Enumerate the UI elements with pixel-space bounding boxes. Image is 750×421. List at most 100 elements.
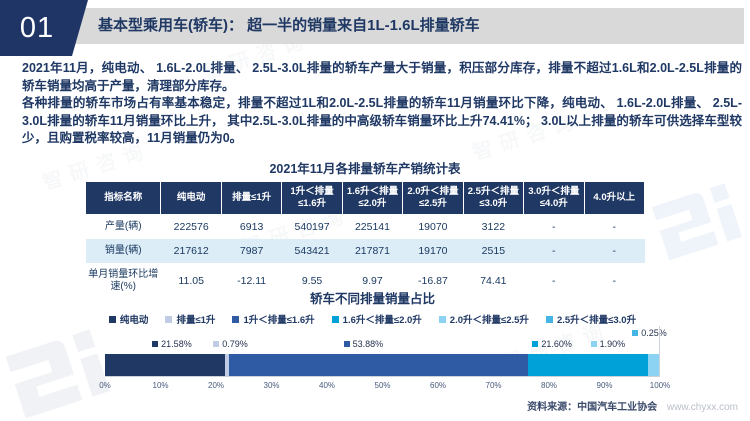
bar-segment-2.0l-2.5l [648, 354, 659, 376]
table-cell: 19070 [418, 220, 448, 233]
displacement-share-chart: 轿车不同排量销量占比 纯电动 排量≤1升 1升＜排量≤1.6升 1.6升＜排量≤… [85, 288, 670, 390]
x-axis-tick: 20% [207, 381, 225, 390]
table-cell: - [552, 220, 556, 233]
legend-item: 排量≤1升 [165, 312, 215, 326]
table-cell: - [612, 274, 617, 287]
table-header-cell: 指标名称 [84, 181, 162, 215]
x-axis-tick: 100% [649, 381, 671, 390]
table-cell: 11.05 [178, 274, 204, 287]
bar-label: 21.60% [532, 339, 572, 349]
table-header-cell: 2.0升＜排量≤2.5升 [402, 181, 464, 215]
table-cell: 74.41 [480, 274, 507, 287]
source-link[interactable]: www.chyxx.com [666, 402, 738, 413]
table-cell: 2515 [463, 238, 524, 263]
row-label: 销量(辆) [85, 238, 161, 263]
x-axis-tick: 70% [485, 381, 502, 390]
legend-swatch-icon [331, 315, 339, 323]
section-number-badge: 01 [0, 0, 88, 56]
table-cell: - [584, 238, 645, 263]
table-cell: 225141 [354, 220, 390, 233]
x-axis-tick: 30% [263, 381, 280, 390]
table-cell: -12.11 [237, 274, 267, 287]
source-line: 资料来源：中国汽车工业协会 www.chyxx.com [527, 398, 738, 413]
legend-swatch-icon [165, 315, 173, 323]
x-axis: 0% 10% 20% 30% 40% 50% 60% 70% 80% 90% 1… [99, 377, 670, 390]
table-row-sales: 销量(辆) 217612 7987 543421 217871 19170 25… [85, 238, 645, 263]
bar-label: 21.58% [152, 339, 192, 349]
source-text: 资料来源：中国汽车工业协会 [527, 402, 658, 413]
chart-legend: 纯电动 排量≤1升 1升＜排量≤1.6升 1.6升＜排量≤2.0升 2.0升＜排… [85, 312, 660, 326]
table-cell: -16.87 [418, 274, 448, 287]
table-header-cell: 纯电动 [160, 181, 222, 215]
stacked-bar [105, 354, 660, 376]
bar-label: 0.79% [213, 339, 248, 349]
x-axis-tick: 40% [318, 381, 336, 390]
table-header-cell: 4.0升以上 [583, 181, 646, 215]
body-paragraph-1: 2021年11月，纯电动、 1.6L-2.0L排量、 2.5L-3.0L排量的轿… [22, 61, 742, 93]
table-cell: - [612, 220, 617, 233]
table-cell: - [523, 238, 585, 263]
section-number: 01 [19, 11, 55, 44]
marker-icon [213, 341, 220, 347]
x-axis-tick: 90% [596, 381, 613, 390]
row-label: 单月销量环比增速(%) [88, 268, 159, 292]
legend-item: 2.0升＜排量≤2.5升 [438, 312, 529, 326]
legend-swatch-icon [232, 315, 240, 323]
brand-logo-watermark-icon [642, 169, 750, 278]
table-cell: 217612 [160, 238, 222, 263]
table-header-cell: 排量≤1升 [220, 181, 283, 215]
legend-item: 2.5升＜排量≤3.0升 [545, 312, 636, 326]
page-title-banner: 基本型乘用车(轿车)： 超一半的销量来自1L-1.6L排量轿车 [70, 8, 744, 44]
legend-item: 1.6升＜排量≤2.0升 [331, 312, 422, 326]
bar-segment-under-1l [224, 354, 230, 376]
x-axis-tick: 10% [152, 381, 169, 390]
body-text: 2021年11月，纯电动、 1.6L-2.0L排量、 2.5L-3.0L排量的轿… [22, 60, 742, 148]
chart-title: 轿车不同排量销量占比 [309, 292, 435, 306]
x-axis-tick: 60% [429, 381, 447, 390]
table-cell: 543421 [281, 238, 343, 263]
table-cell: 540197 [294, 220, 330, 233]
legend-swatch-icon [108, 315, 116, 323]
page-title: 基本型乘用车(轿车)： 超一半的销量来自1L-1.6L排量轿车 [98, 17, 480, 34]
table-header-cell: 1升＜排量≤1.6升 [281, 181, 343, 215]
table-row-mom-growth: 单月销量环比增速(%) 11.05 -12.11 9.55 9.97 -16.8… [86, 263, 645, 299]
table-header-row: 指标名称 纯电动 排量≤1升 1升＜排量≤1.6升 1.6升＜排量≤2.0升 2… [84, 181, 646, 215]
table-title: 2021年11月各排量轿车产销统计表 [269, 162, 461, 176]
body-paragraph-2: 各种排量的轿车市场占有率基本稳定，排量不超过1L和2.0L-2.5L排量的轿车1… [22, 96, 742, 145]
bar-segment-pure-electric [105, 354, 225, 376]
table-cell: 222576 [173, 220, 209, 233]
table-header-cell: 2.5升＜排量≤3.0升 [462, 181, 525, 215]
row-label: 产量(辆) [104, 220, 142, 232]
table-cell: 9.55 [301, 274, 323, 287]
x-axis-tick: 80% [540, 381, 558, 390]
bar-segment-2.5l-3.0l [658, 354, 660, 376]
table-cell: - [552, 274, 556, 287]
table-cell: 3122 [481, 220, 506, 233]
table-cell: 217871 [342, 238, 403, 263]
table-row-production: 产量(辆) 222576 6913 540197 225141 19070 31… [86, 214, 645, 239]
table-cell: 6913 [239, 220, 264, 233]
marker-icon [343, 341, 350, 347]
legend-swatch-icon [438, 315, 446, 323]
legend-item: 纯电动 [108, 312, 148, 326]
table-cell: 19170 [402, 238, 464, 263]
x-axis-tick: 0% [99, 381, 111, 390]
bar-segment-1l-1.6l [229, 354, 529, 376]
bar-label: 1.90% [590, 339, 625, 349]
bar-label: 0.25% [632, 328, 667, 338]
table-cell: 9.97 [362, 274, 383, 287]
table-cell: 7987 [221, 238, 282, 263]
marker-icon [532, 341, 539, 347]
plot-area: 21.58% 0.79% 53.88% 21.60% 1.90% 0.25% [105, 326, 667, 377]
marker-icon [152, 341, 159, 347]
x-axis-tick: 50% [374, 381, 391, 390]
table-header-cell: 1.6升＜排量≤2.0升 [341, 181, 404, 215]
bar-label: 53.88% [343, 339, 383, 349]
legend-item: 1升＜排量≤1.6升 [232, 312, 315, 326]
marker-icon [632, 330, 639, 336]
legend-swatch-icon [545, 315, 553, 323]
marker-icon [590, 341, 597, 347]
table-header-cell: 3.0升＜排量≤4.0升 [523, 181, 585, 215]
bar-segment-1.6l-2.0l [528, 354, 649, 376]
